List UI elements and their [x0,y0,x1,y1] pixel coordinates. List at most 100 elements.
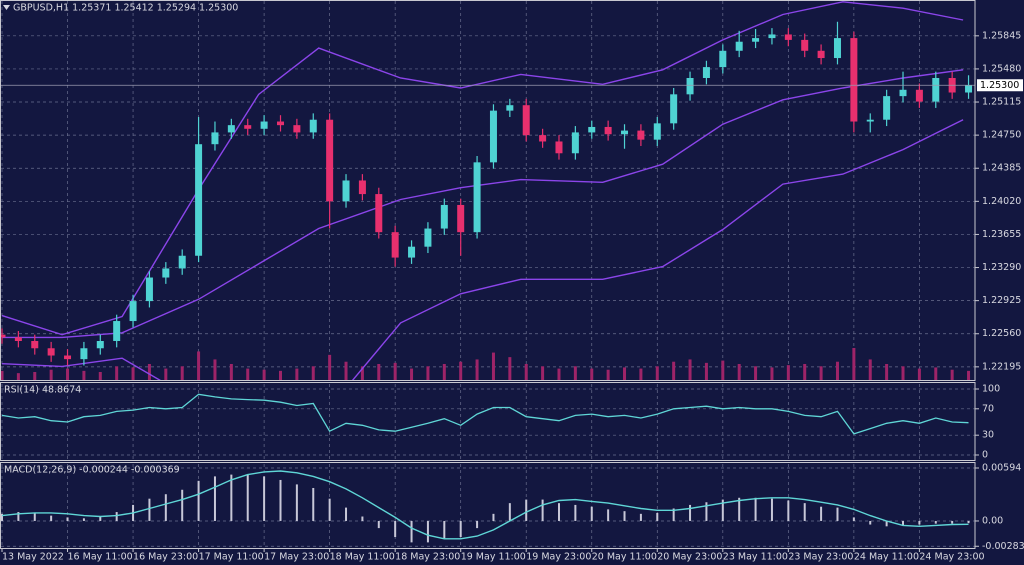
volume-bar [262,369,266,380]
volume-bar [393,362,397,380]
candle-body [670,94,678,124]
candle-body [244,125,252,129]
y-tick-label: 1.25845 [982,30,1021,41]
volume-bar [491,352,495,380]
x-tick-label: 18 May 11:00 [330,552,395,563]
y-tick-label: 1.22560 [982,328,1021,339]
candle-body [64,355,72,360]
volume-bar [967,370,971,380]
y-tick-label: 1.22925 [982,295,1021,306]
volume-bar [950,369,954,380]
candle-body [506,105,514,111]
candle-body [162,268,170,278]
candle-body [899,89,907,97]
symbol-menu-icon[interactable] [3,5,10,10]
candle-body [293,125,301,133]
candle-body [522,105,530,136]
candle-body [784,34,792,40]
candle-body [866,119,874,122]
volume-bar [786,365,790,380]
volume-bar [131,367,135,380]
y-tick-label: 1.24385 [982,163,1021,174]
candle-body [752,38,760,42]
volume-bar [213,359,217,380]
volume-bar [49,369,53,380]
volume-bar [557,368,561,380]
volume-bar [541,366,545,380]
candle-body [309,119,317,133]
x-tick-label: 23 May 11:00 [723,552,788,563]
macd-signal-line [1,470,969,540]
volume-bar [704,362,708,380]
candle-body [604,126,612,135]
band-upper [1,1,964,336]
candle-body [80,348,88,360]
candle-body [915,89,923,102]
volume-bar [311,366,315,380]
volume-bar [360,366,364,380]
rsi-title: RSI(14) 48.8674 [4,385,81,396]
candle-body [588,126,596,133]
volume-bar [426,366,430,380]
candle-body [637,130,645,140]
candle-body [375,194,383,233]
volume-bar [0,370,4,380]
y-tick-label: 30 [982,430,994,441]
volume-bar [475,359,479,380]
volume-bar [295,368,299,380]
volume-bar [328,354,332,380]
volume-bar [16,373,20,380]
volume-bar [197,351,201,380]
y-tick-label: 1.24020 [982,196,1021,207]
price-frame [0,0,976,381]
volume-bar [901,366,905,380]
y-tick-label: 0 [982,449,988,460]
candle-body [457,204,465,233]
candle-body [571,132,579,154]
volume-bar [606,369,610,380]
volume-bar [66,368,70,380]
volume-bar [147,364,151,380]
volume-bar [82,370,86,380]
candle-body [178,255,186,269]
volume-bar [868,359,872,380]
volume-bar [639,368,643,380]
candle-body [424,228,432,247]
band-lower [1,119,964,380]
volume-bar [442,364,446,380]
y-tick-label: 1.23655 [982,229,1021,240]
candle-body [31,341,39,349]
volume-bar [803,364,807,380]
volume-bar [573,366,577,380]
volume-bar [459,361,463,380]
candle-body [621,130,629,135]
volume-bar [934,367,938,380]
candle-body [932,77,940,102]
candle-body [113,321,121,342]
band-middle [2,69,964,339]
x-tick-label: 13 May 2022 [2,552,64,563]
candle-body [735,41,743,51]
y-tick-label: 70 [982,403,994,414]
volume-bar [180,366,184,380]
candle-body [195,144,203,256]
current-price-label: 1.25300 [980,80,1019,91]
volume-bar [98,372,102,380]
candle-body [833,38,841,59]
x-tick-label: 19 May 23:00 [526,552,591,563]
candle-body [539,135,547,142]
volume-bar [819,366,823,380]
x-tick-label: 23 May 23:00 [788,552,853,563]
candle-body [96,341,104,349]
volume-bar [672,361,676,380]
x-tick-label: 17 May 11:00 [199,552,264,563]
candle-body [260,121,268,129]
x-tick-label: 16 May 11:00 [68,552,133,563]
volume-bar [508,357,512,380]
chart-title: GBPUSD,H1 1.25371 1.25412 1.25294 1.2530… [13,3,238,14]
y-tick-label: 0.00594 [982,462,1021,473]
volume-bar [344,361,348,380]
y-tick-label: 1.24750 [982,130,1021,141]
